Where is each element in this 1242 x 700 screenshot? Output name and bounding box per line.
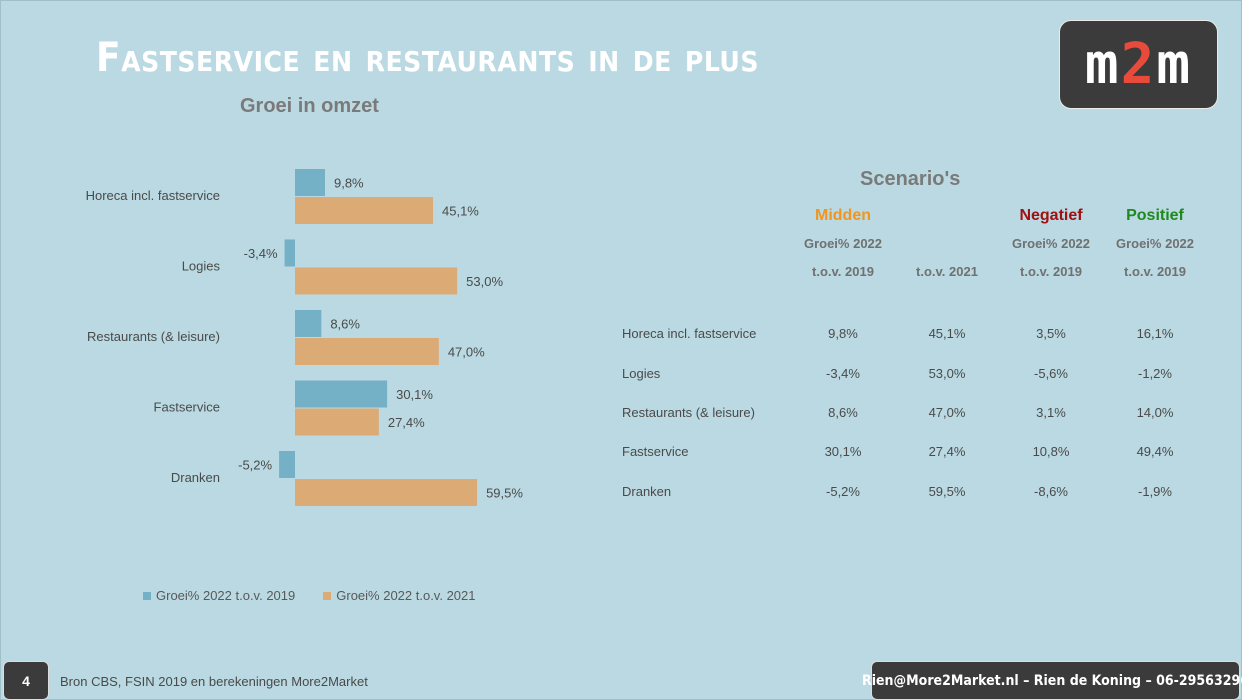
category-label: Dranken — [171, 470, 220, 485]
bar-chart: Horeca incl. fastservice 9,8% 45,1% Logies -… — [86, 169, 523, 506]
bar-2021 — [295, 197, 434, 224]
data-label: 45,1% — [442, 204, 479, 219]
logo-part: m — [1084, 32, 1121, 97]
scenario-cell: 9,8% — [828, 326, 858, 341]
scenario-subheader: t.o.v. 2019 — [812, 264, 874, 279]
logo-part: m — [1156, 32, 1193, 97]
data-label: 47,0% — [448, 345, 485, 360]
scenario-cell: 14,0% — [1136, 405, 1174, 420]
bar-2021 — [295, 267, 458, 295]
scenario-cell: 30,1% — [824, 444, 862, 459]
scenario-cell: -5,6% — [1034, 366, 1068, 381]
bar-2019 — [295, 380, 388, 408]
chart-legend: Groei% 2022 t.o.v. 2019 Groei% 2022 t.o.… — [143, 588, 476, 603]
bar-2021 — [295, 408, 379, 436]
bar-2021 — [295, 479, 478, 506]
category-label: Logies — [182, 259, 221, 274]
scenario-cell: 16,1% — [1136, 326, 1174, 341]
scenario-cell: 59,5% — [928, 484, 966, 499]
data-label: -5,2% — [238, 458, 272, 473]
scenario-subheader: Groei% 2022 — [1115, 236, 1195, 251]
scenario-row-label: Logies — [622, 366, 661, 381]
data-label: 8,6% — [330, 317, 360, 332]
logo-accent: 2 — [1120, 32, 1157, 97]
category-label: Restaurants (& leisure) — [87, 329, 220, 344]
bar-2019 — [279, 451, 295, 478]
scenario-subheader: t.o.v. 2019 — [1020, 264, 1082, 279]
scenario-header: Negatief — [1019, 207, 1083, 224]
source-note: Bron CBS, FSIN 2019 en berekeningen More… — [60, 674, 368, 689]
scenario-title: Scenario's — [860, 168, 961, 190]
chart-title: Groei in omzet — [240, 95, 379, 117]
scenario-subheader: t.o.v. 2021 — [916, 264, 978, 279]
data-label: 53,0% — [466, 274, 503, 289]
scenario-subheader: Groei% 2022 — [803, 236, 883, 251]
scenario-cell: -5,2% — [826, 484, 860, 499]
scenario-cell: 47,0% — [928, 405, 966, 420]
scenario-cell: 53,0% — [928, 366, 966, 381]
scenario-cell: -1,9% — [1138, 484, 1172, 499]
scenario-row-label: Horeca incl. fastservice — [622, 326, 757, 341]
scenario-cell: 49,4% — [1136, 444, 1174, 459]
scenario-cell: 8,6% — [828, 405, 858, 420]
legend-label-2019: Groei% 2022 t.o.v. 2019 — [156, 588, 296, 603]
scenario-cell: 45,1% — [928, 326, 966, 341]
scenario-cell: 3,1% — [1036, 405, 1066, 420]
scenario-cell: 10,8% — [1032, 444, 1070, 459]
scenario-subheader: Groei% 2022 — [1011, 236, 1091, 251]
data-label: 30,1% — [396, 387, 433, 402]
scenario-header: Positief — [1126, 207, 1184, 224]
scenario-cell: 3,5% — [1036, 326, 1066, 341]
scenario-header: Midden — [815, 207, 871, 224]
scenario-cell: -1,2% — [1138, 366, 1172, 381]
bar-2021 — [295, 338, 439, 365]
contact-bar: Rien@More2Market.nl – Rien de Koning – 0… — [862, 661, 1242, 700]
bar-2019 — [295, 169, 325, 196]
bar-2019 — [284, 239, 295, 267]
category-label: Horeca incl. fastservice — [86, 188, 220, 203]
legend-label-2021: Groei% 2022 t.o.v. 2021 — [336, 588, 476, 603]
bar-2019 — [295, 310, 322, 337]
scenario-cell: -3,4% — [826, 366, 860, 381]
legend-swatch-2021 — [323, 591, 332, 600]
data-label: 59,5% — [486, 486, 523, 501]
legend-swatch-2019 — [143, 591, 151, 600]
data-label: 27,4% — [388, 415, 425, 430]
legend-item-2021: Groei% 2022 t.o.v. 2021 — [323, 588, 476, 603]
scenario-row-label: Fastservice — [622, 444, 689, 459]
slide-title: Fastservice en restaurants in de plus — [96, 35, 759, 81]
page-number: 4 — [3, 661, 49, 700]
data-label: -3,4% — [244, 246, 278, 261]
scenario-subheader: t.o.v. 2019 — [1124, 264, 1186, 279]
scenario-cell: -8,6% — [1034, 484, 1068, 499]
category-label: Fastservice — [154, 400, 220, 415]
scenario-cell: 27,4% — [928, 444, 966, 459]
legend-item-2019: Groei% 2022 t.o.v. 2019 — [143, 588, 295, 603]
data-label: 9,8% — [334, 176, 364, 191]
scenario-row-label: Restaurants (& leisure) — [622, 405, 755, 420]
scenario-row-label: Dranken — [622, 484, 672, 499]
